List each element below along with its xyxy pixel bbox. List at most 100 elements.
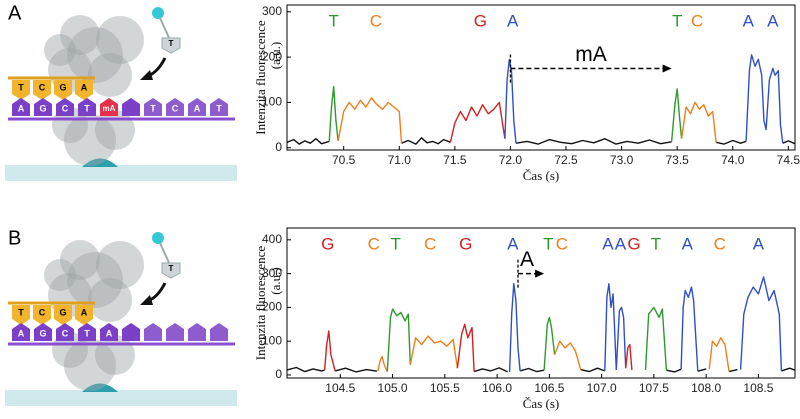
y-tick-label: 0 xyxy=(275,140,282,154)
base-label: A xyxy=(106,328,113,338)
base-label: T xyxy=(18,307,24,317)
x-tick-label: 72.5 xyxy=(554,153,578,167)
trace xyxy=(543,316,556,371)
base-bottom xyxy=(210,98,228,116)
trace xyxy=(697,368,707,372)
x-axis-label: Čas (s) xyxy=(523,396,559,411)
base-bottom xyxy=(34,323,52,341)
polymerase xyxy=(88,278,132,322)
x-tick-label: 73.5 xyxy=(665,153,689,167)
base-call: A xyxy=(753,234,765,253)
x-tick-label: 106.0 xyxy=(482,381,512,395)
x-tick-label: 104.5 xyxy=(325,381,355,395)
y-axis-unit: (a.u.) xyxy=(268,42,283,69)
x-tick-label: 73.0 xyxy=(610,153,634,167)
y-tick-label: 0 xyxy=(275,367,282,381)
base-bottom xyxy=(34,98,52,116)
base-call: A xyxy=(507,234,519,253)
trace xyxy=(449,101,506,143)
polymerase xyxy=(67,252,123,308)
base-bottom xyxy=(144,323,162,341)
polymerase xyxy=(88,53,132,97)
base-call: A xyxy=(767,11,779,30)
trace xyxy=(644,306,668,371)
y-tick-label: 100 xyxy=(262,95,282,109)
base-label: A xyxy=(81,307,88,317)
base-call: A xyxy=(507,11,519,30)
base-label: A xyxy=(18,103,25,113)
trace xyxy=(670,88,683,142)
panel-label: A xyxy=(8,2,22,24)
base-bottom xyxy=(122,98,140,116)
base-top xyxy=(75,80,93,100)
trace xyxy=(580,367,606,373)
x-tick-label: 107.0 xyxy=(587,381,617,395)
x-tick-label: 71.0 xyxy=(388,153,412,167)
base-bottom xyxy=(210,323,228,341)
x-tick-label: 71.5 xyxy=(443,153,467,167)
base-bottom xyxy=(166,323,184,341)
polymerase xyxy=(67,27,123,83)
base-label: G xyxy=(59,82,66,92)
base-call: G xyxy=(627,234,640,253)
base-call: C xyxy=(556,234,568,253)
base-bottom xyxy=(56,323,74,341)
trace xyxy=(473,367,508,373)
trace xyxy=(680,101,717,143)
base-label: C xyxy=(172,103,179,113)
base-label: A xyxy=(81,82,88,92)
base-top xyxy=(75,305,93,325)
trace xyxy=(782,140,796,145)
y-axis-label: Intenzita fluorescence xyxy=(253,246,268,361)
trace xyxy=(680,286,699,372)
base-call: C xyxy=(370,11,382,30)
trace xyxy=(456,323,475,372)
trace xyxy=(409,335,459,369)
trace xyxy=(666,368,682,373)
base-bottom xyxy=(100,323,118,341)
base-label: C xyxy=(39,307,46,317)
base-label: G xyxy=(39,103,46,113)
trace xyxy=(508,283,521,372)
linker xyxy=(159,242,171,266)
polymerase xyxy=(60,15,100,55)
plot-frame xyxy=(286,227,796,379)
base-call: A xyxy=(615,234,627,253)
trace xyxy=(377,355,388,372)
illustration: T C G A A G C T A T xyxy=(5,232,237,406)
polymerase xyxy=(44,259,76,291)
x-tick-label: 105.0 xyxy=(378,381,408,395)
fluorophore xyxy=(152,7,164,19)
base-bottom xyxy=(12,323,30,341)
nucleotide-label: T xyxy=(169,264,174,273)
trace xyxy=(286,138,330,145)
trace xyxy=(604,283,617,371)
x-tick-label: 108.0 xyxy=(691,381,721,395)
x-tick-label: 72.0 xyxy=(499,153,523,167)
base-label: C xyxy=(39,82,46,92)
y-axis-unit: (a.u.) xyxy=(268,267,283,294)
nucleotide xyxy=(161,262,181,279)
plot-frame xyxy=(286,4,796,151)
polymerase xyxy=(64,114,116,166)
base-label: T xyxy=(84,328,90,338)
base-label: A xyxy=(18,328,25,338)
linker xyxy=(159,17,171,41)
base-label: T xyxy=(216,103,222,113)
trace xyxy=(515,138,672,145)
arrow-head xyxy=(662,64,672,73)
trace xyxy=(781,367,796,372)
y-tick-label: 200 xyxy=(262,300,282,314)
x-tick-label: 74.0 xyxy=(721,153,745,167)
base-bottom xyxy=(56,98,74,116)
trace xyxy=(386,308,411,372)
fluorophore xyxy=(152,232,164,244)
trace xyxy=(334,367,378,373)
trace xyxy=(323,330,336,372)
base-call: A xyxy=(682,234,694,253)
x-tick-label: 105.5 xyxy=(430,381,460,395)
y-tick-label: 400 xyxy=(262,232,282,246)
y-tick-label: 300 xyxy=(262,266,282,280)
base-bottom xyxy=(188,323,206,341)
